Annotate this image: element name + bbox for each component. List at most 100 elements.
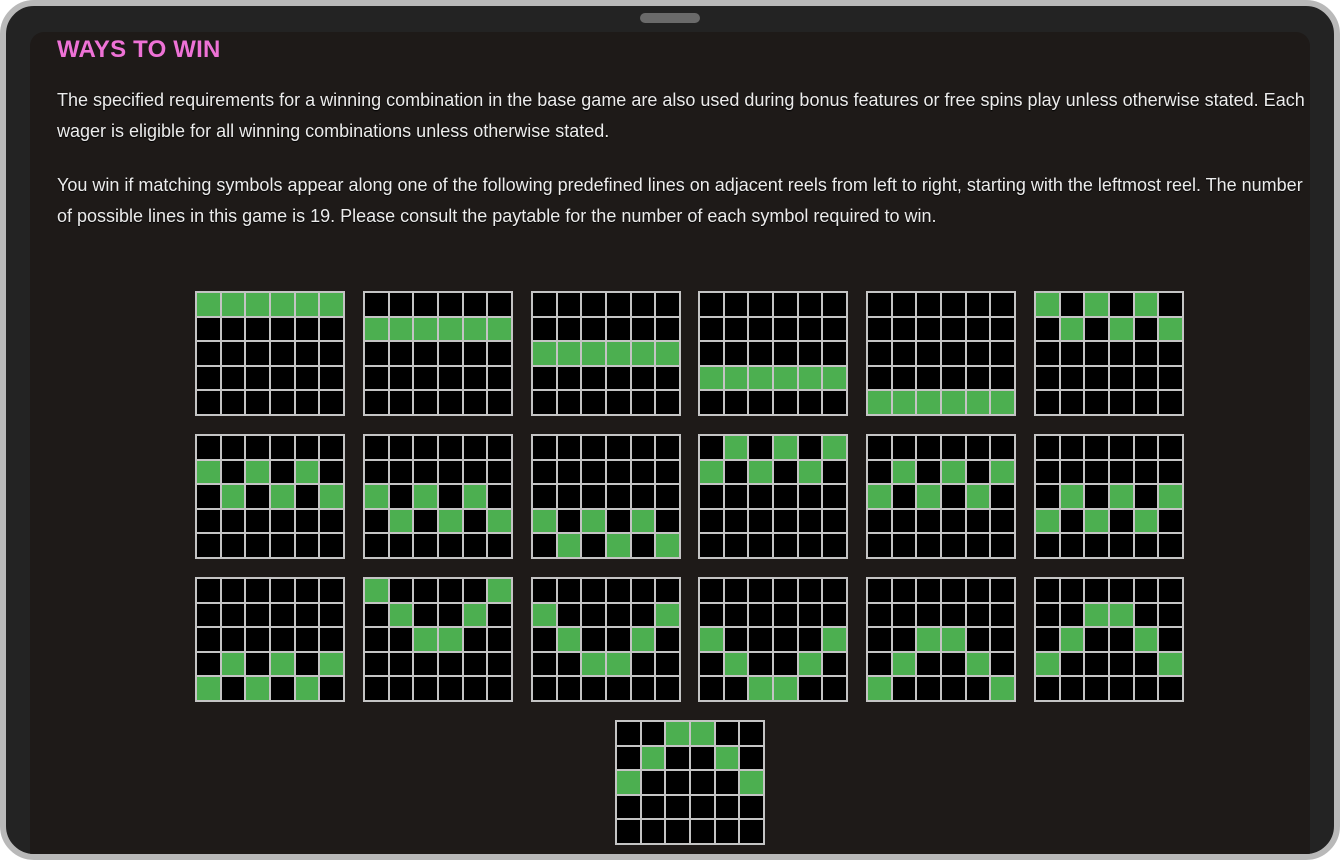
empty-cell (656, 509, 679, 533)
win-cell (438, 317, 462, 341)
empty-cell (270, 534, 294, 557)
empty-cell (1085, 391, 1108, 414)
win-cell (438, 628, 462, 651)
empty-cell (606, 603, 630, 627)
empty-cell (438, 293, 462, 316)
empty-cell (1134, 366, 1158, 390)
empty-cell (557, 366, 581, 390)
empty-cell (463, 509, 487, 533)
empty-cell (749, 652, 772, 676)
win-cell (320, 485, 343, 508)
empty-cell (892, 366, 916, 390)
empty-cell (1036, 317, 1059, 341)
empty-cell (414, 677, 437, 700)
empty-cell (798, 485, 822, 508)
win-cell (991, 677, 1014, 700)
win-cell (1109, 603, 1133, 627)
empty-cell (749, 436, 772, 459)
payline-18 (1034, 577, 1184, 702)
empty-cell (1085, 677, 1108, 700)
empty-cell (892, 317, 916, 341)
empty-cell (991, 317, 1014, 341)
empty-cell (700, 342, 723, 365)
win-cell (1036, 652, 1059, 676)
empty-cell (270, 603, 294, 627)
empty-cell (1085, 628, 1108, 651)
empty-cell (773, 317, 797, 341)
win-cell (823, 366, 846, 390)
empty-cell (246, 509, 269, 533)
empty-cell (463, 652, 487, 676)
empty-cell (414, 603, 437, 627)
win-cell (246, 677, 269, 700)
empty-cell (1134, 436, 1158, 459)
empty-cell (533, 366, 556, 390)
empty-cell (941, 342, 965, 365)
win-cell (1085, 293, 1108, 316)
empty-cell (868, 342, 891, 365)
empty-cell (700, 436, 723, 459)
empty-cell (533, 436, 556, 459)
win-cell (991, 391, 1014, 414)
empty-cell (438, 534, 462, 557)
empty-cell (917, 342, 940, 365)
empty-cell (414, 652, 437, 676)
empty-cell (295, 342, 319, 365)
empty-cell (941, 509, 965, 533)
empty-cell (1036, 603, 1059, 627)
payline-4 (698, 291, 848, 416)
empty-cell (868, 652, 891, 676)
empty-cell (773, 603, 797, 627)
win-cell (414, 485, 437, 508)
empty-cell (533, 317, 556, 341)
win-cell (197, 293, 220, 316)
empty-cell (966, 366, 990, 390)
empty-cell (463, 460, 487, 484)
empty-cell (641, 722, 665, 745)
win-cell (892, 391, 916, 414)
empty-cell (715, 722, 739, 745)
empty-cell (941, 317, 965, 341)
empty-cell (582, 579, 605, 602)
drag-handle[interactable] (640, 13, 700, 23)
empty-cell (365, 628, 388, 651)
win-cell (463, 603, 487, 627)
empty-cell (1085, 436, 1108, 459)
empty-cell (295, 366, 319, 390)
win-cell (533, 342, 556, 365)
win-cell (438, 509, 462, 533)
empty-cell (656, 460, 679, 484)
empty-cell (606, 391, 630, 414)
win-cell (1109, 485, 1133, 508)
empty-cell (606, 579, 630, 602)
empty-cell (715, 820, 739, 843)
empty-cell (606, 366, 630, 390)
empty-cell (1159, 509, 1182, 533)
empty-cell (656, 436, 679, 459)
payline-16 (698, 577, 848, 702)
empty-cell (295, 628, 319, 651)
empty-cell (966, 293, 990, 316)
empty-cell (533, 579, 556, 602)
empty-cell (941, 436, 965, 459)
empty-cell (617, 795, 640, 819)
empty-cell (414, 534, 437, 557)
empty-cell (1036, 579, 1059, 602)
win-cell (1060, 317, 1084, 341)
empty-cell (656, 391, 679, 414)
payline-7 (195, 434, 345, 559)
payline-12 (1034, 434, 1184, 559)
payline-10 (698, 434, 848, 559)
empty-cell (1060, 579, 1084, 602)
payline-11 (866, 434, 1016, 559)
empty-cell (557, 485, 581, 508)
empty-cell (966, 603, 990, 627)
empty-cell (773, 460, 797, 484)
empty-cell (700, 652, 723, 676)
win-cell (917, 628, 940, 651)
win-cell (606, 534, 630, 557)
win-cell (991, 460, 1014, 484)
win-cell (773, 436, 797, 459)
win-cell (246, 460, 269, 484)
empty-cell (991, 436, 1014, 459)
